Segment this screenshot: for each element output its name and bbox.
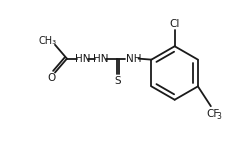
Text: HN: HN: [93, 54, 109, 64]
Text: CH₃: CH₃: [39, 36, 57, 46]
Text: CF: CF: [206, 109, 219, 119]
Text: O: O: [47, 74, 55, 83]
Text: NH: NH: [126, 54, 141, 64]
Text: S: S: [114, 76, 121, 86]
Text: 3: 3: [216, 112, 221, 121]
Text: HN: HN: [75, 54, 91, 64]
Text: Cl: Cl: [169, 19, 180, 29]
